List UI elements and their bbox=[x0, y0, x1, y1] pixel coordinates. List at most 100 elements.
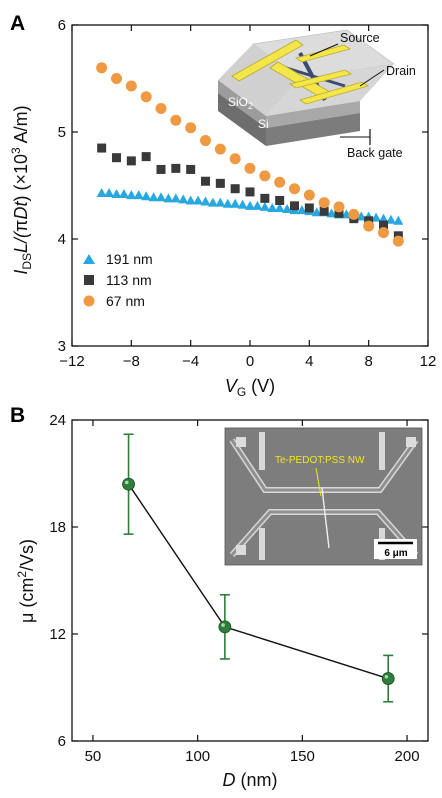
electrode-pad-4 bbox=[289, 69, 352, 89]
panel-a-letter: A bbox=[10, 12, 25, 35]
x-tick-label: 100 bbox=[185, 748, 210, 765]
nanowire-sem bbox=[321, 487, 330, 549]
data-point-circle bbox=[303, 189, 315, 201]
panel-b-ticks bbox=[72, 419, 428, 742]
data-point-triangle bbox=[274, 202, 285, 212]
data-point-triangle bbox=[111, 189, 122, 199]
data-point-triangle bbox=[185, 195, 196, 205]
legend-circle-marker bbox=[83, 295, 95, 307]
panel-b-tick-labels: 50 100 150 200 6 12 18 24 bbox=[49, 412, 419, 765]
legend-label-67nm: 67 nm bbox=[106, 293, 145, 309]
data-point-circle bbox=[289, 183, 300, 195]
data-point-mobility bbox=[122, 477, 135, 491]
data-point-circle bbox=[348, 208, 360, 220]
data-point-triangle bbox=[104, 187, 115, 197]
y-tick-label: 4 bbox=[58, 231, 66, 248]
panel-b-letter: B bbox=[10, 404, 25, 427]
mobility-series bbox=[122, 433, 395, 703]
data-point-circle bbox=[392, 235, 404, 247]
x-tick-label: 200 bbox=[395, 748, 420, 765]
x-tick-label: 12 bbox=[420, 353, 437, 370]
device-schematic-inset: SiO2 Si Source Drain Back gate bbox=[218, 29, 416, 160]
data-point-triangle bbox=[393, 215, 404, 225]
data-point-square bbox=[379, 220, 388, 230]
legend-square-marker bbox=[84, 275, 94, 285]
data-point-triangle bbox=[326, 208, 337, 218]
data-point-triangle bbox=[222, 198, 233, 208]
drain-pointer bbox=[359, 69, 385, 87]
data-point-triangle bbox=[193, 195, 204, 205]
data-point-circle bbox=[259, 170, 271, 182]
data-point-square bbox=[112, 153, 121, 163]
panel-a-y-axis-title: IDSL/(πDt) (×103 A/m) bbox=[9, 105, 34, 274]
sio2-label: SiO2 bbox=[228, 95, 253, 111]
data-point-square bbox=[201, 176, 210, 186]
data-point-triangle bbox=[126, 190, 137, 200]
panel-b-y-axis-title: μ (cm2/Vs) bbox=[15, 539, 37, 623]
y-tick-label: 6 bbox=[58, 733, 66, 750]
data-point-highlight bbox=[124, 480, 129, 485]
data-point-triangle bbox=[215, 197, 226, 207]
panel-b-frame bbox=[71, 419, 429, 742]
data-point-triangle bbox=[378, 213, 389, 223]
x-tick-label: 0 bbox=[246, 353, 254, 370]
data-point-highlight bbox=[221, 623, 225, 627]
data-point-triangle bbox=[118, 189, 129, 199]
data-point-square bbox=[215, 178, 225, 188]
y-tick-label: 3 bbox=[58, 338, 66, 355]
data-point-square bbox=[275, 195, 285, 205]
data-point-triangle bbox=[207, 197, 218, 207]
data-point-square bbox=[141, 152, 151, 162]
data-point-triangle bbox=[237, 199, 248, 209]
data-point-circle bbox=[170, 114, 182, 126]
data-point-triangle bbox=[371, 212, 382, 222]
data-point-square bbox=[126, 156, 136, 166]
x-tick-label: 4 bbox=[305, 353, 313, 370]
data-point-square bbox=[156, 164, 166, 174]
data-point-circle bbox=[125, 80, 137, 92]
data-point-square bbox=[97, 143, 107, 153]
electrode-pad-5 bbox=[299, 81, 369, 105]
data-point-triangle bbox=[311, 207, 322, 217]
data-point-triangle bbox=[148, 192, 159, 202]
sem-pointer bbox=[315, 467, 322, 497]
si-side-right bbox=[266, 113, 360, 146]
data-point-triangle bbox=[156, 192, 166, 202]
data-point-triangle bbox=[96, 187, 107, 197]
si-label: Si bbox=[258, 117, 269, 131]
panel-b-axes bbox=[71, 419, 429, 742]
panel-a-x-axis-title: VG (V) bbox=[225, 376, 275, 399]
drain-label: Drain bbox=[386, 64, 416, 78]
data-point-circle bbox=[318, 197, 330, 209]
series-67nm bbox=[96, 62, 404, 247]
data-point-triangle bbox=[178, 194, 189, 204]
data-point-circle bbox=[214, 143, 226, 155]
substrate-top-right bbox=[266, 64, 394, 116]
panel-b-x-axis-title: D (nm) bbox=[223, 770, 278, 790]
data-point-triangle bbox=[385, 214, 396, 224]
data-point-square bbox=[290, 201, 299, 211]
data-point-triangle bbox=[133, 190, 144, 200]
data-point-mobility bbox=[381, 672, 395, 685]
panel-a-legend: 191 nm 113 nm 67 nm bbox=[83, 251, 153, 309]
data-point-triangle bbox=[245, 200, 255, 210]
sem-image-inset: Te-PEDOT:PSS NW 6 μm bbox=[224, 427, 423, 566]
data-point-circle bbox=[96, 62, 108, 74]
data-point-circle bbox=[333, 201, 345, 213]
y-tick-label: 24 bbox=[49, 412, 66, 429]
data-point-circle bbox=[274, 176, 286, 188]
x-tick-label: 150 bbox=[290, 748, 315, 765]
data-point-triangle bbox=[296, 205, 307, 215]
data-point-circle bbox=[200, 135, 211, 147]
data-point-triangle bbox=[170, 193, 181, 203]
data-point-triangle bbox=[267, 202, 278, 212]
x-tick-label: −12 bbox=[59, 353, 84, 370]
data-point-square bbox=[260, 193, 270, 203]
data-point-square bbox=[334, 208, 344, 218]
y-tick-label: 18 bbox=[49, 519, 66, 536]
si-side-left bbox=[218, 93, 266, 146]
data-point-triangle bbox=[259, 201, 270, 211]
x-tick-label: −4 bbox=[182, 353, 199, 370]
data-point-triangle bbox=[252, 200, 263, 210]
